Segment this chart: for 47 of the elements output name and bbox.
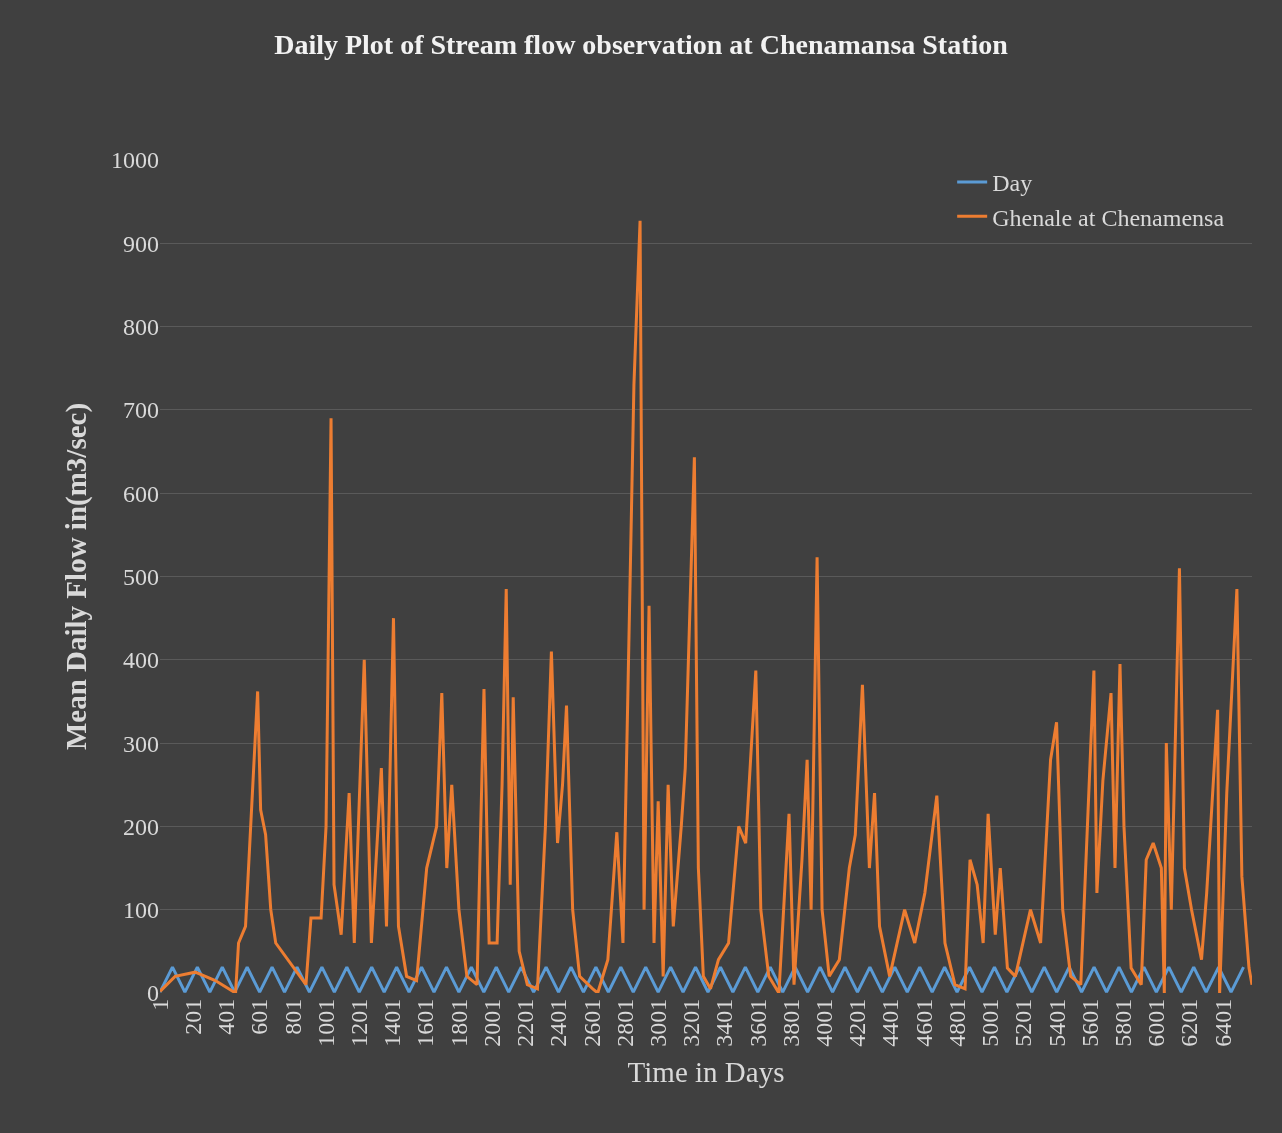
y-tick-label: 600 [123, 480, 159, 507]
y-tick-label: 1000 [111, 147, 159, 174]
x-tick-label: 2401 [545, 998, 572, 1047]
x-tick-label: 6201 [1176, 998, 1203, 1047]
x-tick-label: 3601 [744, 998, 771, 1047]
chart-title: Daily Plot of Stream flow observation at Chenamansa Station [274, 28, 1009, 60]
x-tick-label: 6401 [1209, 998, 1236, 1047]
x-tick-label: 801 [279, 998, 306, 1035]
y-tick-label: 200 [123, 813, 159, 840]
x-tick-label: 5201 [1010, 998, 1037, 1047]
legend-label: Day [992, 170, 1033, 197]
x-tick-label: 3001 [644, 998, 671, 1047]
x-axis-title: Time in Days [627, 1055, 785, 1088]
x-tick-label: 5001 [977, 998, 1004, 1047]
x-tick-label: 1201 [346, 998, 373, 1047]
x-tick-label: 4601 [910, 998, 937, 1047]
y-tick-label: 900 [123, 230, 159, 257]
x-tick-label: 3201 [678, 998, 705, 1047]
x-tick-label: 6001 [1143, 998, 1170, 1047]
x-tick-label: 201 [180, 998, 207, 1035]
y-tick-label: 400 [123, 647, 159, 674]
y-tick-label: 800 [123, 314, 159, 340]
x-tick-label: 4401 [877, 998, 904, 1047]
x-tick-label: 5801 [1109, 998, 1136, 1047]
x-tick-label: 2801 [611, 998, 638, 1047]
x-tick-label: 5601 [1076, 998, 1103, 1047]
x-tick-label: 2201 [512, 998, 539, 1047]
y-tick-label: 100 [123, 897, 159, 924]
legend-label: Ghenale at Chenamensa [992, 204, 1225, 231]
x-tick-label: 601 [246, 998, 273, 1035]
y-tick-label: 700 [123, 397, 159, 424]
x-tick-label: 4801 [943, 998, 970, 1047]
x-tick-label: 1001 [312, 998, 339, 1047]
y-axis-title: Mean Daily Flow in(m3/sec) [60, 402, 94, 751]
x-tick-label: 5401 [1043, 998, 1070, 1047]
x-tick-label: 2601 [578, 998, 605, 1047]
x-tick-label: 1601 [412, 998, 439, 1047]
x-tick-label: 3801 [777, 998, 804, 1047]
x-tick-label: 3401 [711, 998, 738, 1047]
x-tick-label: 4001 [811, 998, 838, 1047]
y-tick-label: 300 [123, 730, 159, 757]
x-tick-label: 2001 [478, 998, 505, 1047]
y-tick-label: 500 [123, 563, 159, 590]
x-tick-label: 1401 [379, 998, 406, 1047]
x-tick-label: 1801 [445, 998, 472, 1047]
x-tick-label: 401 [213, 998, 240, 1035]
x-tick-label: 4201 [844, 998, 871, 1047]
